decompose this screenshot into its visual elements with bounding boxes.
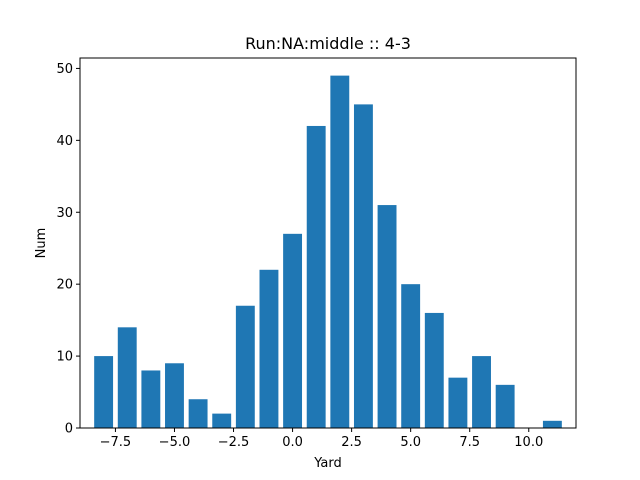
bar-13: [401, 284, 421, 428]
y-tick-label-0: 0: [65, 422, 73, 437]
x-tick-label-4: 2.5: [341, 435, 362, 450]
plot-frame: [79, 57, 577, 429]
x-tick-label-0: −7.5: [100, 435, 132, 450]
bars-group: [94, 75, 562, 429]
x-tick-label-7: 10.0: [514, 435, 543, 450]
y-tick-label-2: 20: [56, 278, 73, 293]
x-tick-label-1: −5.0: [159, 435, 191, 450]
bar-16: [472, 356, 491, 428]
x-axis-ticks: −7.5 −5.0 −2.5 0.0 2.5 5.0 7.5 10.0: [100, 428, 543, 450]
bar-5: [212, 413, 232, 428]
bar-6: [235, 305, 255, 428]
bar-15: [448, 377, 468, 428]
bar-18: [542, 420, 562, 428]
y-axis-label: Num: [34, 228, 49, 259]
bar-12: [377, 205, 397, 428]
y-tick-label-4: 40: [56, 134, 73, 149]
y-tick-label-3: 30: [56, 206, 73, 221]
x-tick-label-5: 5.0: [400, 435, 421, 450]
bar-14: [424, 312, 444, 428]
bar-1: [117, 327, 137, 428]
y-axis-ticks: 0 10 20 30 40 50: [56, 62, 80, 437]
bar-4: [188, 399, 208, 428]
chart-title: Run:NA:middle :: 4-3: [245, 34, 411, 53]
bar-9: [306, 125, 326, 429]
bar-11: [353, 104, 373, 429]
bar-8: [283, 233, 303, 428]
bar-7: [259, 269, 279, 428]
bar-10: [330, 75, 350, 428]
bar-17: [495, 384, 515, 428]
y-tick-label-5: 50: [56, 62, 73, 77]
x-tick-label-2: −2.5: [218, 435, 250, 450]
x-tick-label-3: 0.0: [282, 435, 303, 450]
x-tick-label-6: 7.5: [459, 435, 480, 450]
x-axis-label: Yard: [313, 456, 342, 471]
bar-3: [165, 363, 184, 428]
y-tick-label-1: 10: [56, 350, 73, 365]
bar-0: [94, 356, 114, 428]
bar-2: [141, 370, 161, 428]
